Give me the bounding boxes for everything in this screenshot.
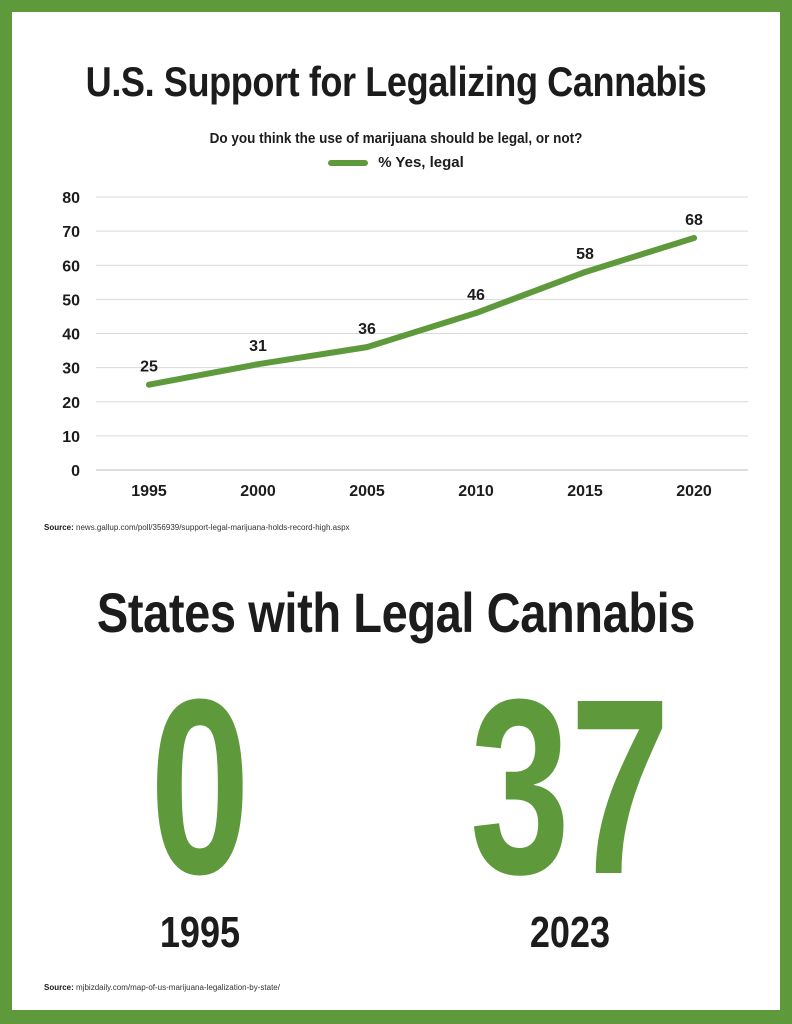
line-chart: 0 10 20 30 40 50 60 70 80 1995 2000 2005 2010 2015 202… — [62, 190, 748, 500]
y-tick-label: 80 — [62, 190, 80, 207]
states-count-1995: 0 — [149, 647, 251, 926]
y-tick-label: 50 — [62, 292, 80, 309]
data-label: 31 — [249, 338, 267, 355]
x-tick-label: 2010 — [458, 483, 494, 500]
x-tick-label: 2000 — [240, 483, 276, 500]
legend-swatch — [328, 159, 369, 166]
data-label: 58 — [576, 246, 594, 263]
y-tick-label: 30 — [62, 361, 80, 378]
year-label-1995: 1995 — [159, 908, 241, 957]
legend-label: % Yes, legal — [378, 154, 464, 171]
data-point — [691, 234, 697, 241]
chart-subtitle: Do you think the use of marijuana should… — [209, 130, 583, 147]
data-point — [146, 381, 152, 388]
y-tick-label: 20 — [62, 395, 80, 412]
data-point — [473, 310, 479, 317]
states-source: Source: mjbizdaily.com/map-of-us-marijua… — [44, 983, 280, 992]
data-point — [255, 361, 261, 368]
data-point — [364, 344, 370, 351]
y-tick-label: 40 — [62, 327, 80, 344]
x-tick-label: 2020 — [676, 483, 712, 500]
y-tick-label: 60 — [62, 258, 80, 275]
y-tick-label: 0 — [71, 463, 80, 480]
series-line — [146, 234, 697, 388]
data-label: 68 — [685, 212, 703, 229]
source-label: Source: — [44, 523, 74, 532]
chart-source: Source: news.gallup.com/poll/356939/supp… — [44, 523, 350, 532]
y-tick-label: 10 — [62, 429, 80, 446]
x-tick-label: 1995 — [131, 483, 167, 500]
states-title: States with Legal Cannabis — [96, 581, 696, 644]
y-tick-label: 70 — [62, 224, 80, 241]
x-tick-label: 2015 — [567, 483, 603, 500]
source-label: Source: — [44, 983, 74, 992]
x-tick-label: 2005 — [349, 483, 385, 500]
states-count-2023: 37 — [469, 647, 671, 926]
year-label-2023: 2023 — [529, 908, 611, 957]
source-link: news.gallup.com/poll/356939/support-lega… — [76, 523, 350, 532]
source-link: mjbizdaily.com/map-of-us-marijuana-legal… — [76, 983, 280, 992]
data-label: 46 — [467, 287, 485, 304]
data-label: 25 — [140, 359, 158, 376]
chart-title: U.S. Support for Legalizing Cannabis — [85, 58, 707, 105]
data-label: 36 — [358, 321, 376, 338]
chart-legend: % Yes, legal — [0, 154, 792, 171]
data-point — [582, 269, 588, 276]
